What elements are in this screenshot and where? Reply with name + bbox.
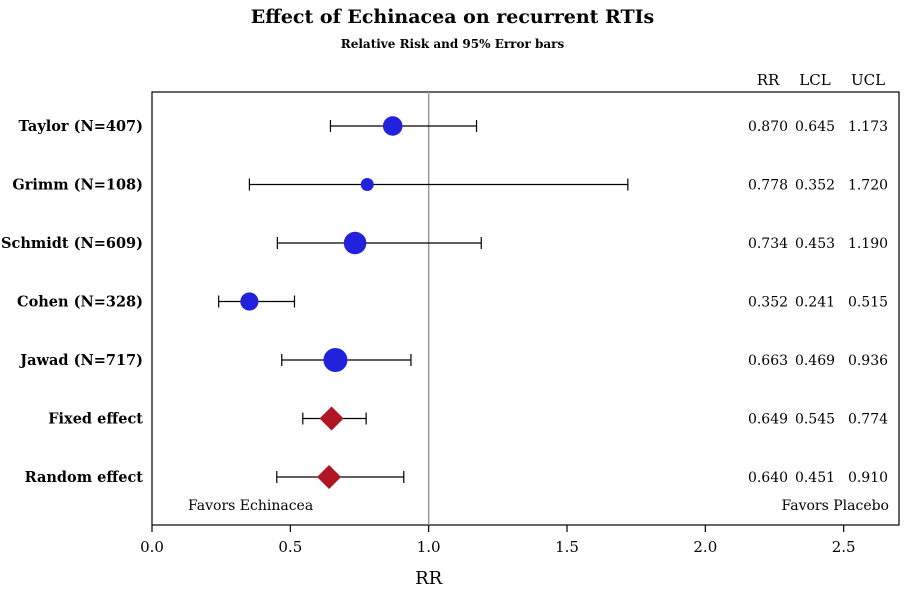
table-cell-ucl: 0.515 bbox=[848, 295, 888, 311]
x-tick-label: 2.5 bbox=[832, 538, 856, 556]
table-cell-lcl: 0.545 bbox=[795, 412, 835, 428]
row-label: Jawad (N=717) bbox=[18, 352, 143, 369]
x-tick-label: 1.5 bbox=[555, 538, 579, 556]
table-cell-lcl: 0.241 bbox=[795, 295, 835, 311]
table-cell-lcl: 0.352 bbox=[795, 178, 835, 194]
table-header-ucl: UCL bbox=[851, 71, 885, 89]
study-marker bbox=[240, 292, 259, 311]
table-cell-lcl: 0.451 bbox=[795, 470, 835, 486]
table-cell-ucl: 1.173 bbox=[848, 119, 888, 135]
table-cell-rr: 0.734 bbox=[748, 236, 788, 252]
study-marker bbox=[382, 116, 403, 136]
table-cell-ucl: 1.720 bbox=[848, 178, 888, 194]
row-label: Cohen (N=328) bbox=[17, 294, 143, 311]
study-marker bbox=[323, 348, 348, 372]
table-cell-rr: 0.640 bbox=[748, 470, 788, 486]
x-tick-label: 2.0 bbox=[693, 538, 717, 556]
study-marker bbox=[343, 231, 367, 255]
x-axis-label: RR bbox=[415, 568, 443, 589]
table-cell-rr: 0.778 bbox=[748, 178, 788, 194]
chart-title: Effect of Echinacea on recurrent RTIs bbox=[250, 6, 655, 28]
x-tick-label: 0.5 bbox=[278, 538, 302, 556]
table-cell-ucl: 1.190 bbox=[848, 236, 888, 252]
table-cell-ucl: 0.936 bbox=[848, 353, 888, 369]
table-header-lcl: LCL bbox=[799, 71, 830, 89]
favors-left-label: Favors Echinacea bbox=[188, 498, 313, 514]
row-label: Random effect bbox=[25, 469, 144, 486]
table-cell-ucl: 0.774 bbox=[848, 412, 888, 428]
row-label: Grimm (N=108) bbox=[12, 177, 143, 194]
row-label: Fixed effect bbox=[48, 411, 143, 428]
favors-right-label: Favors Placebo bbox=[781, 498, 889, 514]
plot-frame bbox=[151, 91, 900, 526]
table-cell-lcl: 0.453 bbox=[795, 236, 835, 252]
x-tick-label: 0.0 bbox=[140, 538, 164, 556]
row-label: Taylor (N=407) bbox=[19, 118, 143, 135]
table-header-rr: RR bbox=[757, 71, 780, 89]
table-cell-lcl: 0.645 bbox=[795, 119, 835, 135]
table-cell-rr: 0.663 bbox=[748, 353, 788, 369]
table-cell-rr: 0.352 bbox=[748, 295, 788, 311]
table-cell-ucl: 0.910 bbox=[848, 470, 888, 486]
chart-subtitle: Relative Risk and 95% Error bars bbox=[340, 37, 565, 51]
table-cell-rr: 0.649 bbox=[748, 412, 788, 428]
table-cell-rr: 0.870 bbox=[748, 119, 788, 135]
table-cell-lcl: 0.469 bbox=[795, 353, 835, 369]
row-label: Schmidt (N=609) bbox=[1, 235, 143, 252]
study-marker bbox=[360, 178, 374, 191]
x-tick-label: 1.0 bbox=[417, 538, 441, 556]
summary-diamond bbox=[319, 406, 344, 431]
summary-diamond bbox=[317, 465, 342, 489]
